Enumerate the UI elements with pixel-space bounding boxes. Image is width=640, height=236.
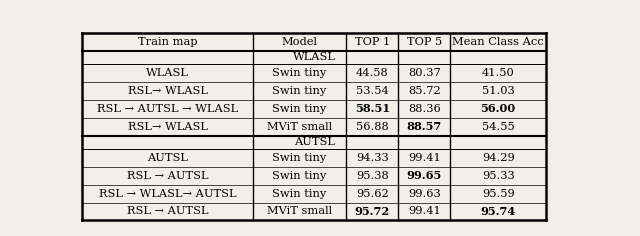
Text: Swin tiny: Swin tiny [273, 86, 326, 96]
Text: 85.72: 85.72 [408, 86, 440, 96]
Text: Model: Model [282, 37, 317, 47]
Text: 51.03: 51.03 [482, 86, 515, 96]
Text: AUTSL: AUTSL [147, 153, 188, 163]
Text: 95.62: 95.62 [356, 189, 388, 199]
Text: 94.29: 94.29 [482, 153, 515, 163]
Text: Swin tiny: Swin tiny [273, 104, 326, 114]
Text: 95.33: 95.33 [482, 171, 515, 181]
Text: AUTSL: AUTSL [294, 137, 335, 147]
Text: TOP 5: TOP 5 [406, 37, 442, 47]
Text: WLASL: WLASL [146, 68, 189, 78]
Text: RSL → AUTSL → WLASL: RSL → AUTSL → WLASL [97, 104, 238, 114]
Text: MViT small: MViT small [267, 206, 332, 216]
Text: RSL → AUTSL: RSL → AUTSL [127, 171, 209, 181]
Text: RSL→ WLASL: RSL→ WLASL [127, 122, 207, 132]
Text: TOP 1: TOP 1 [355, 37, 390, 47]
Text: WLASL: WLASL [293, 52, 336, 63]
Text: RSL → AUTSL: RSL → AUTSL [127, 206, 209, 216]
Text: Swin tiny: Swin tiny [273, 189, 326, 199]
Text: 80.37: 80.37 [408, 68, 440, 78]
Text: Swin tiny: Swin tiny [273, 171, 326, 181]
Text: 99.41: 99.41 [408, 153, 440, 163]
Text: 56.88: 56.88 [356, 122, 388, 132]
Text: 99.41: 99.41 [408, 206, 440, 216]
Text: 41.50: 41.50 [482, 68, 515, 78]
Text: Swin tiny: Swin tiny [273, 153, 326, 163]
Text: MViT small: MViT small [267, 122, 332, 132]
Text: 99.63: 99.63 [408, 189, 440, 199]
Text: 54.55: 54.55 [482, 122, 515, 132]
Text: 88.57: 88.57 [406, 121, 442, 132]
Text: 95.74: 95.74 [481, 206, 516, 217]
Text: RSL → WLASL→ AUTSL: RSL → WLASL→ AUTSL [99, 189, 236, 199]
Text: 58.51: 58.51 [355, 103, 390, 114]
Text: 53.54: 53.54 [356, 86, 388, 96]
Text: Mean Class Acc: Mean Class Acc [452, 37, 544, 47]
Text: 95.72: 95.72 [355, 206, 390, 217]
Text: 44.58: 44.58 [356, 68, 388, 78]
Text: RSL→ WLASL: RSL→ WLASL [127, 86, 207, 96]
Text: 88.36: 88.36 [408, 104, 440, 114]
Text: Swin tiny: Swin tiny [273, 68, 326, 78]
Text: 99.65: 99.65 [406, 170, 442, 181]
Text: 95.59: 95.59 [482, 189, 515, 199]
Text: 56.00: 56.00 [481, 103, 516, 114]
Text: 94.33: 94.33 [356, 153, 388, 163]
Text: 95.38: 95.38 [356, 171, 388, 181]
Text: Train map: Train map [138, 37, 197, 47]
